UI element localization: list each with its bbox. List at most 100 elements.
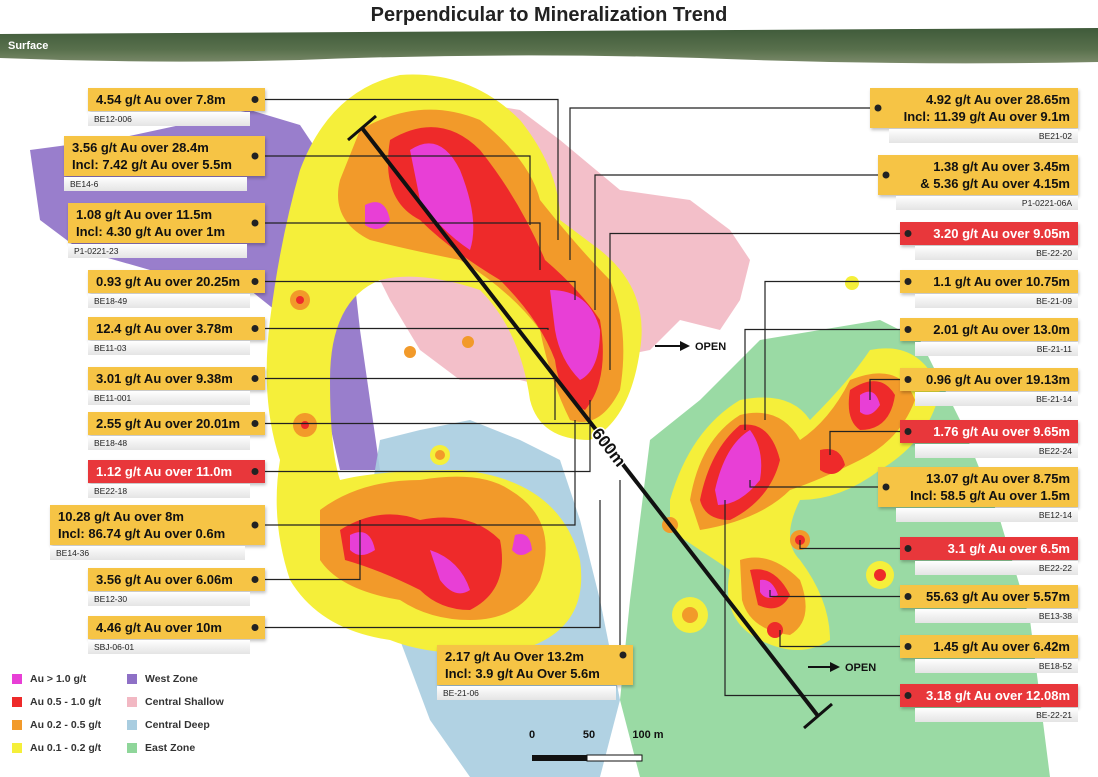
callout: 4.54 g/t Au over 7.8m BE12-006 [88, 88, 265, 126]
legend-swatch [12, 674, 22, 684]
callout-text: 0.96 g/t Au over 19.13m [925, 372, 1070, 387]
callout-text: 1.08 g/t Au over 11.5m [76, 207, 213, 222]
callout: 2.01 g/t Au over 13.0m BE-21-11 [900, 318, 1078, 356]
open-arrow-head [680, 341, 690, 351]
callout: 2.17 g/t Au Over 13.2m Incl: 3.9 g/t Au O… [437, 645, 633, 700]
callout-box: 55.63 g/t Au over 5.57m [900, 585, 1078, 608]
callout: 3.18 g/t Au over 12.08m BE-22-21 [900, 684, 1078, 722]
callout-text: 1.1 g/t Au over 10.75m [933, 274, 1070, 289]
callout-box: 3.56 g/t Au over 6.06m [88, 568, 265, 591]
callout-text: 10.28 g/t Au over 8m [58, 509, 184, 524]
callout-box: 1.1 g/t Au over 10.75m [900, 270, 1078, 293]
callout: 1.76 g/t Au over 9.65m BE22-24 [900, 420, 1078, 458]
callout-box: 2.17 g/t Au Over 13.2m Incl: 3.9 g/t Au O… [437, 645, 633, 685]
callout-text: 3.1 g/t Au over 6.5m [947, 541, 1070, 556]
callout-text: 2.17 g/t Au Over 13.2m [445, 649, 584, 664]
scale-bar [532, 755, 587, 761]
callout: 4.46 g/t Au over 10m SBJ-06-01 [88, 616, 265, 654]
hole-id: BE12-006 [88, 112, 251, 126]
callout-box: 3.01 g/t Au over 9.38m [88, 367, 265, 390]
legend-swatch [12, 743, 22, 753]
callout: 3.56 g/t Au over 28.4m Incl: 7.42 g/t Au … [64, 136, 265, 191]
callout-text: 1.76 g/t Au over 9.65m [933, 424, 1070, 439]
scale-bar [586, 754, 643, 762]
leader-line [769, 590, 908, 598]
callout: 3.01 g/t Au over 9.38m BE11-001 [88, 367, 265, 405]
callout-box: 1.45 g/t Au over 6.42m [900, 635, 1078, 658]
legend-swatch [12, 697, 22, 707]
leader-line [255, 420, 576, 526]
leader-line [255, 327, 549, 330]
hole-id: BE-22-20 [914, 246, 1078, 260]
leader-line [255, 500, 601, 629]
callout: 13.07 g/t Au over 8.75m Incl: 58.5 g/t Au… [878, 467, 1078, 522]
callout-text: 3.20 g/t Au over 9.05m [933, 226, 1070, 241]
callout-box: 3.56 g/t Au over 28.4m Incl: 7.42 g/t Au … [64, 136, 265, 176]
hole-id: P1-0221-06A [896, 196, 1078, 210]
callout-text: 4.92 g/t Au over 28.65m [925, 92, 1070, 107]
leader-line [869, 378, 908, 400]
callout-box: 3.18 g/t Au over 12.08m [900, 684, 1078, 707]
hole-id: BE-21-09 [914, 294, 1078, 308]
hole-id: BE11-001 [88, 391, 251, 405]
scale-label: 50 [583, 729, 595, 741]
hole-id: BE14-6 [64, 177, 247, 191]
callout-box: 2.55 g/t Au over 20.01m [88, 412, 265, 435]
leader-line [724, 500, 908, 697]
legend-label: Central Deep [145, 719, 210, 731]
callout: 4.92 g/t Au over 28.65m Incl: 11.39 g/t A… [870, 88, 1078, 143]
hole-id: BE-22-21 [914, 708, 1078, 722]
callout-box: 2.01 g/t Au over 13.0m [900, 318, 1078, 341]
callout-box: 4.46 g/t Au over 10m [88, 616, 265, 639]
leader-line [255, 98, 559, 240]
leader-line [255, 280, 576, 300]
leader-line [744, 328, 908, 430]
legend-label: Au 0.2 - 0.5 g/t [30, 719, 102, 731]
callout-text: Incl: 7.42 g/t Au over 5.5m [72, 157, 232, 172]
east-ore [662, 348, 940, 650]
callout-box: 3.1 g/t Au over 6.5m [900, 537, 1078, 560]
legend-label: East Zone [145, 742, 195, 754]
section-length: 600m [588, 424, 630, 470]
callout-box: 1.08 g/t Au over 11.5m Incl: 4.30 g/t Au … [68, 203, 265, 243]
callout-text: Incl: 58.5 g/t Au over 1.5m [910, 488, 1070, 503]
callout: 0.93 g/t Au over 20.25m BE18-49 [88, 270, 265, 308]
legend-label: Au 0.5 - 1.0 g/t [30, 696, 102, 708]
legend-label: Au 0.1 - 0.2 g/t [30, 742, 102, 754]
callout: 10.28 g/t Au over 8m Incl: 86.74 g/t Au o… [50, 505, 265, 560]
leader-line [749, 480, 886, 488]
callout-box: 4.54 g/t Au over 7.8m [88, 88, 265, 111]
callout-box: 4.92 g/t Au over 28.65m Incl: 11.39 g/t A… [870, 88, 1078, 128]
surface-label: Surface [8, 40, 48, 52]
callout: 55.63 g/t Au over 5.57m BE13-38 [900, 585, 1078, 623]
callout-text: 1.45 g/t Au over 6.42m [933, 639, 1070, 654]
callout-text: 13.07 g/t Au over 8.75m [925, 471, 1070, 486]
callout-text: 2.01 g/t Au over 13.0m [933, 322, 1070, 337]
leader-line [779, 630, 908, 648]
callout-text: 12.4 g/t Au over 3.78m [96, 321, 233, 336]
hole-id: BE12-30 [88, 592, 251, 606]
legend-swatch [12, 720, 22, 730]
callout: 1.08 g/t Au over 11.5m Incl: 4.30 g/t Au … [68, 203, 265, 258]
legend-swatch [127, 720, 137, 730]
callout-text: 4.54 g/t Au over 7.8m [96, 92, 226, 107]
hole-id: BE18-52 [914, 659, 1078, 673]
surface-strip [0, 28, 1098, 64]
scale-label: 0 [529, 729, 535, 741]
callout-box: 1.76 g/t Au over 9.65m [900, 420, 1078, 443]
callout-text: 3.56 g/t Au over 28.4m [72, 140, 209, 155]
callout-box: 0.96 g/t Au over 19.13m [900, 368, 1078, 391]
callout: 3.20 g/t Au over 9.05m BE-22-20 [900, 222, 1078, 260]
legend-swatch [127, 743, 137, 753]
scale-label: 100 m [632, 729, 663, 741]
leader-line [569, 107, 878, 260]
callout-text: 3.56 g/t Au over 6.06m [96, 572, 233, 587]
callout-box: 12.4 g/t Au over 3.78m [88, 317, 265, 340]
callout-box: 13.07 g/t Au over 8.75m Incl: 58.5 g/t Au… [878, 467, 1078, 507]
leader-line [255, 425, 591, 473]
hole-id: BE18-48 [88, 436, 251, 450]
hole-id: BE21-02 [889, 129, 1078, 143]
callout-text: 3.01 g/t Au over 9.38m [96, 371, 233, 386]
